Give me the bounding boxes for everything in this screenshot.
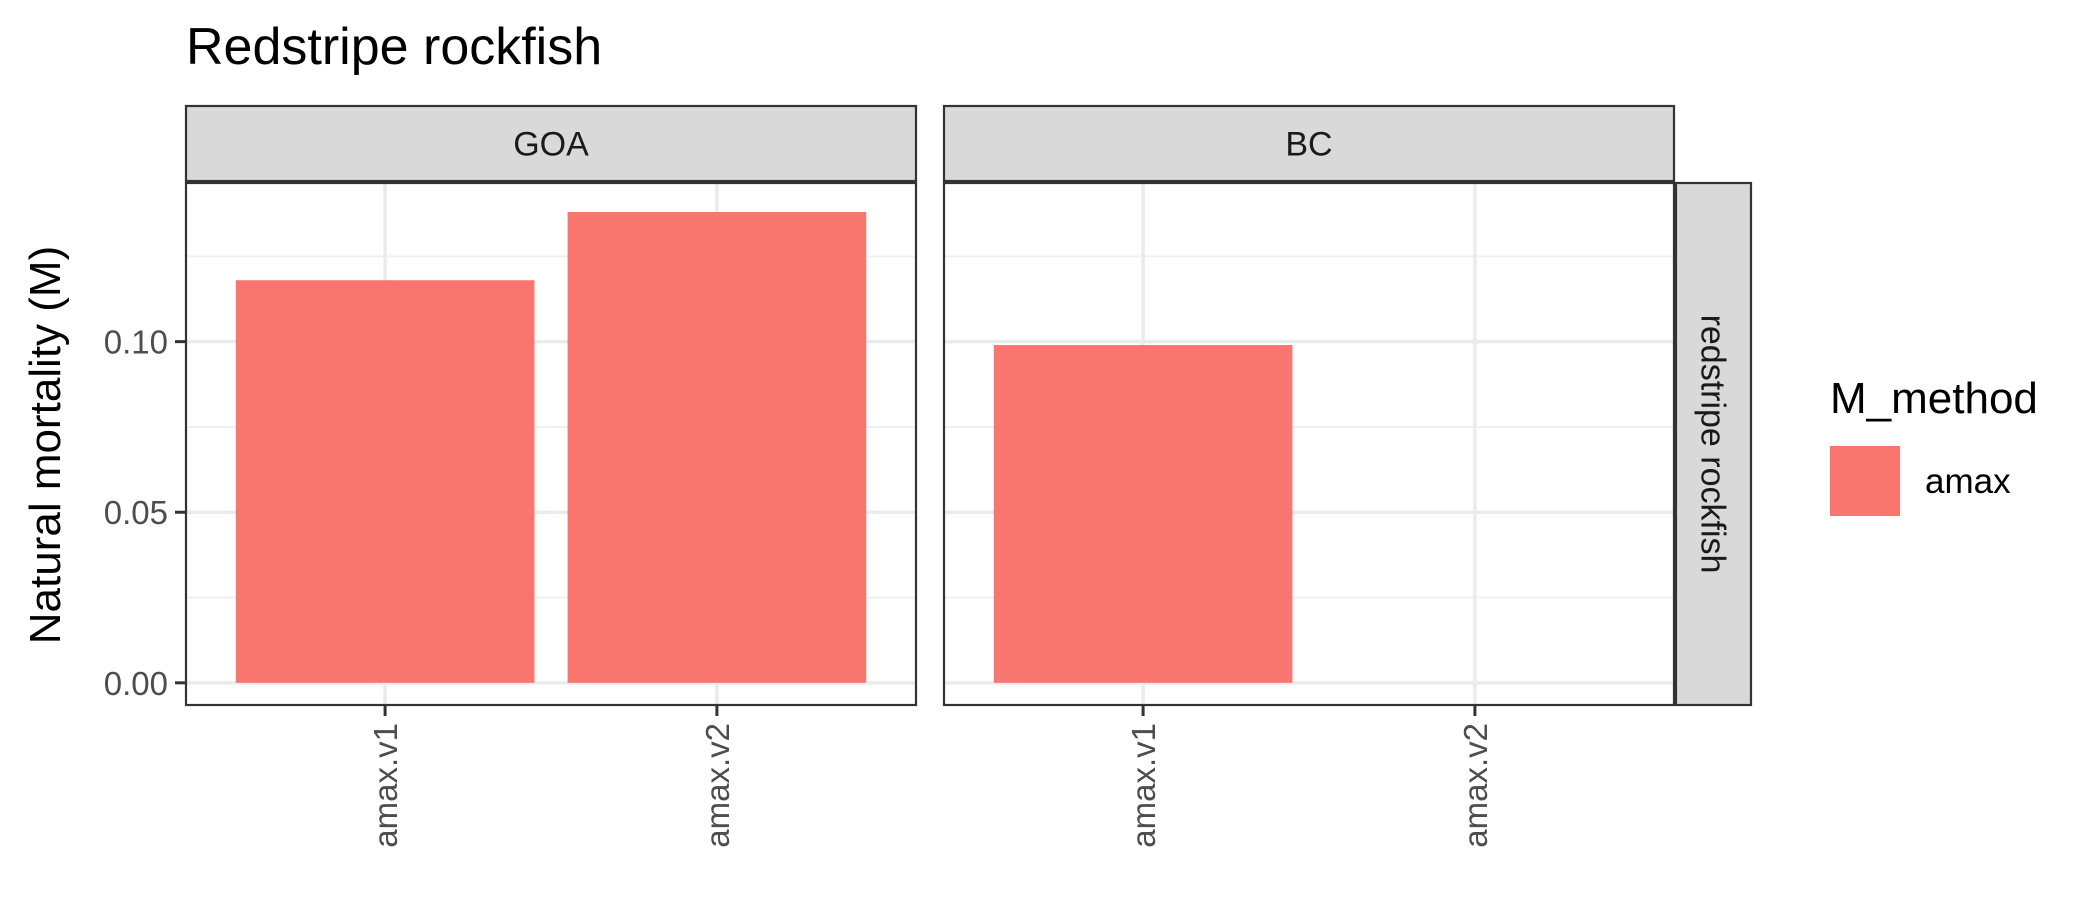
y-tick-label: 0.05 [104, 494, 168, 531]
panel-bc: BC amax.v1 amax.v2 [942, 104, 1676, 848]
x-tick-label: amax.v1 [1125, 723, 1162, 848]
x-tick-label: amax.v1 [367, 723, 404, 848]
facet-strip-label: GOA [513, 126, 589, 164]
row-facet-label: redstripe rockfish [1694, 315, 1732, 574]
plot-layer: GOA amax.v1 amax.v2 BC amax.v1 amax.v2 0.00 0.0… [104, 104, 1753, 848]
y-tick-label: 0.00 [104, 665, 168, 702]
bar-goa-amax.v2 [567, 212, 867, 683]
facet-strip-label: BC [1285, 126, 1332, 164]
facet-strip [942, 104, 1676, 183]
bar-bc-amax.v1 [993, 345, 1293, 683]
panel-goa: GOA amax.v1 amax.v2 [184, 104, 918, 848]
legend: M_method amax [1830, 374, 2038, 516]
panel-border [184, 181, 918, 707]
legend-label-amax: amax [1925, 462, 2011, 501]
x-tick-label: amax.v2 [699, 723, 736, 848]
legend-key-amax [1830, 446, 1900, 516]
y-tick-label: 0.10 [104, 324, 168, 361]
facet-strip [184, 104, 918, 183]
legend-title: M_method [1830, 374, 2038, 423]
x-tick-label: amax.v2 [1457, 723, 1494, 848]
row-facet-strip [1674, 181, 1753, 707]
chart-title: Redstripe rockfish [186, 18, 602, 76]
panel-border [942, 181, 1676, 707]
y-axis-title: Natural mortality (M) [21, 246, 70, 645]
bar-goa-amax.v1 [235, 280, 535, 683]
